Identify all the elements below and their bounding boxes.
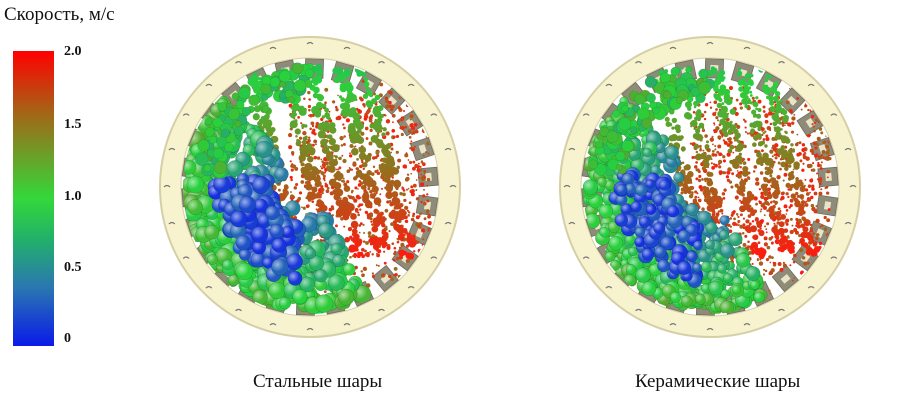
- caption-steel-balls: Стальные шары: [253, 371, 383, 392]
- tick-label-0-5: 0.5: [64, 260, 82, 275]
- ceramic-balls-mill-simulation: [559, 36, 861, 338]
- velocity-colorbar: [13, 51, 54, 346]
- steel-balls-mill-simulation: [159, 36, 461, 338]
- caption-ceramic-balls: Керамические шары: [635, 371, 801, 392]
- tick-label-1-0: 1.0: [64, 189, 82, 204]
- tick-label-0: 0: [64, 331, 71, 346]
- tick-label-2-0: 2.0: [64, 44, 82, 59]
- tick-label-1-5: 1.5: [64, 117, 82, 132]
- legend-title: Скорость, м/с: [4, 4, 115, 25]
